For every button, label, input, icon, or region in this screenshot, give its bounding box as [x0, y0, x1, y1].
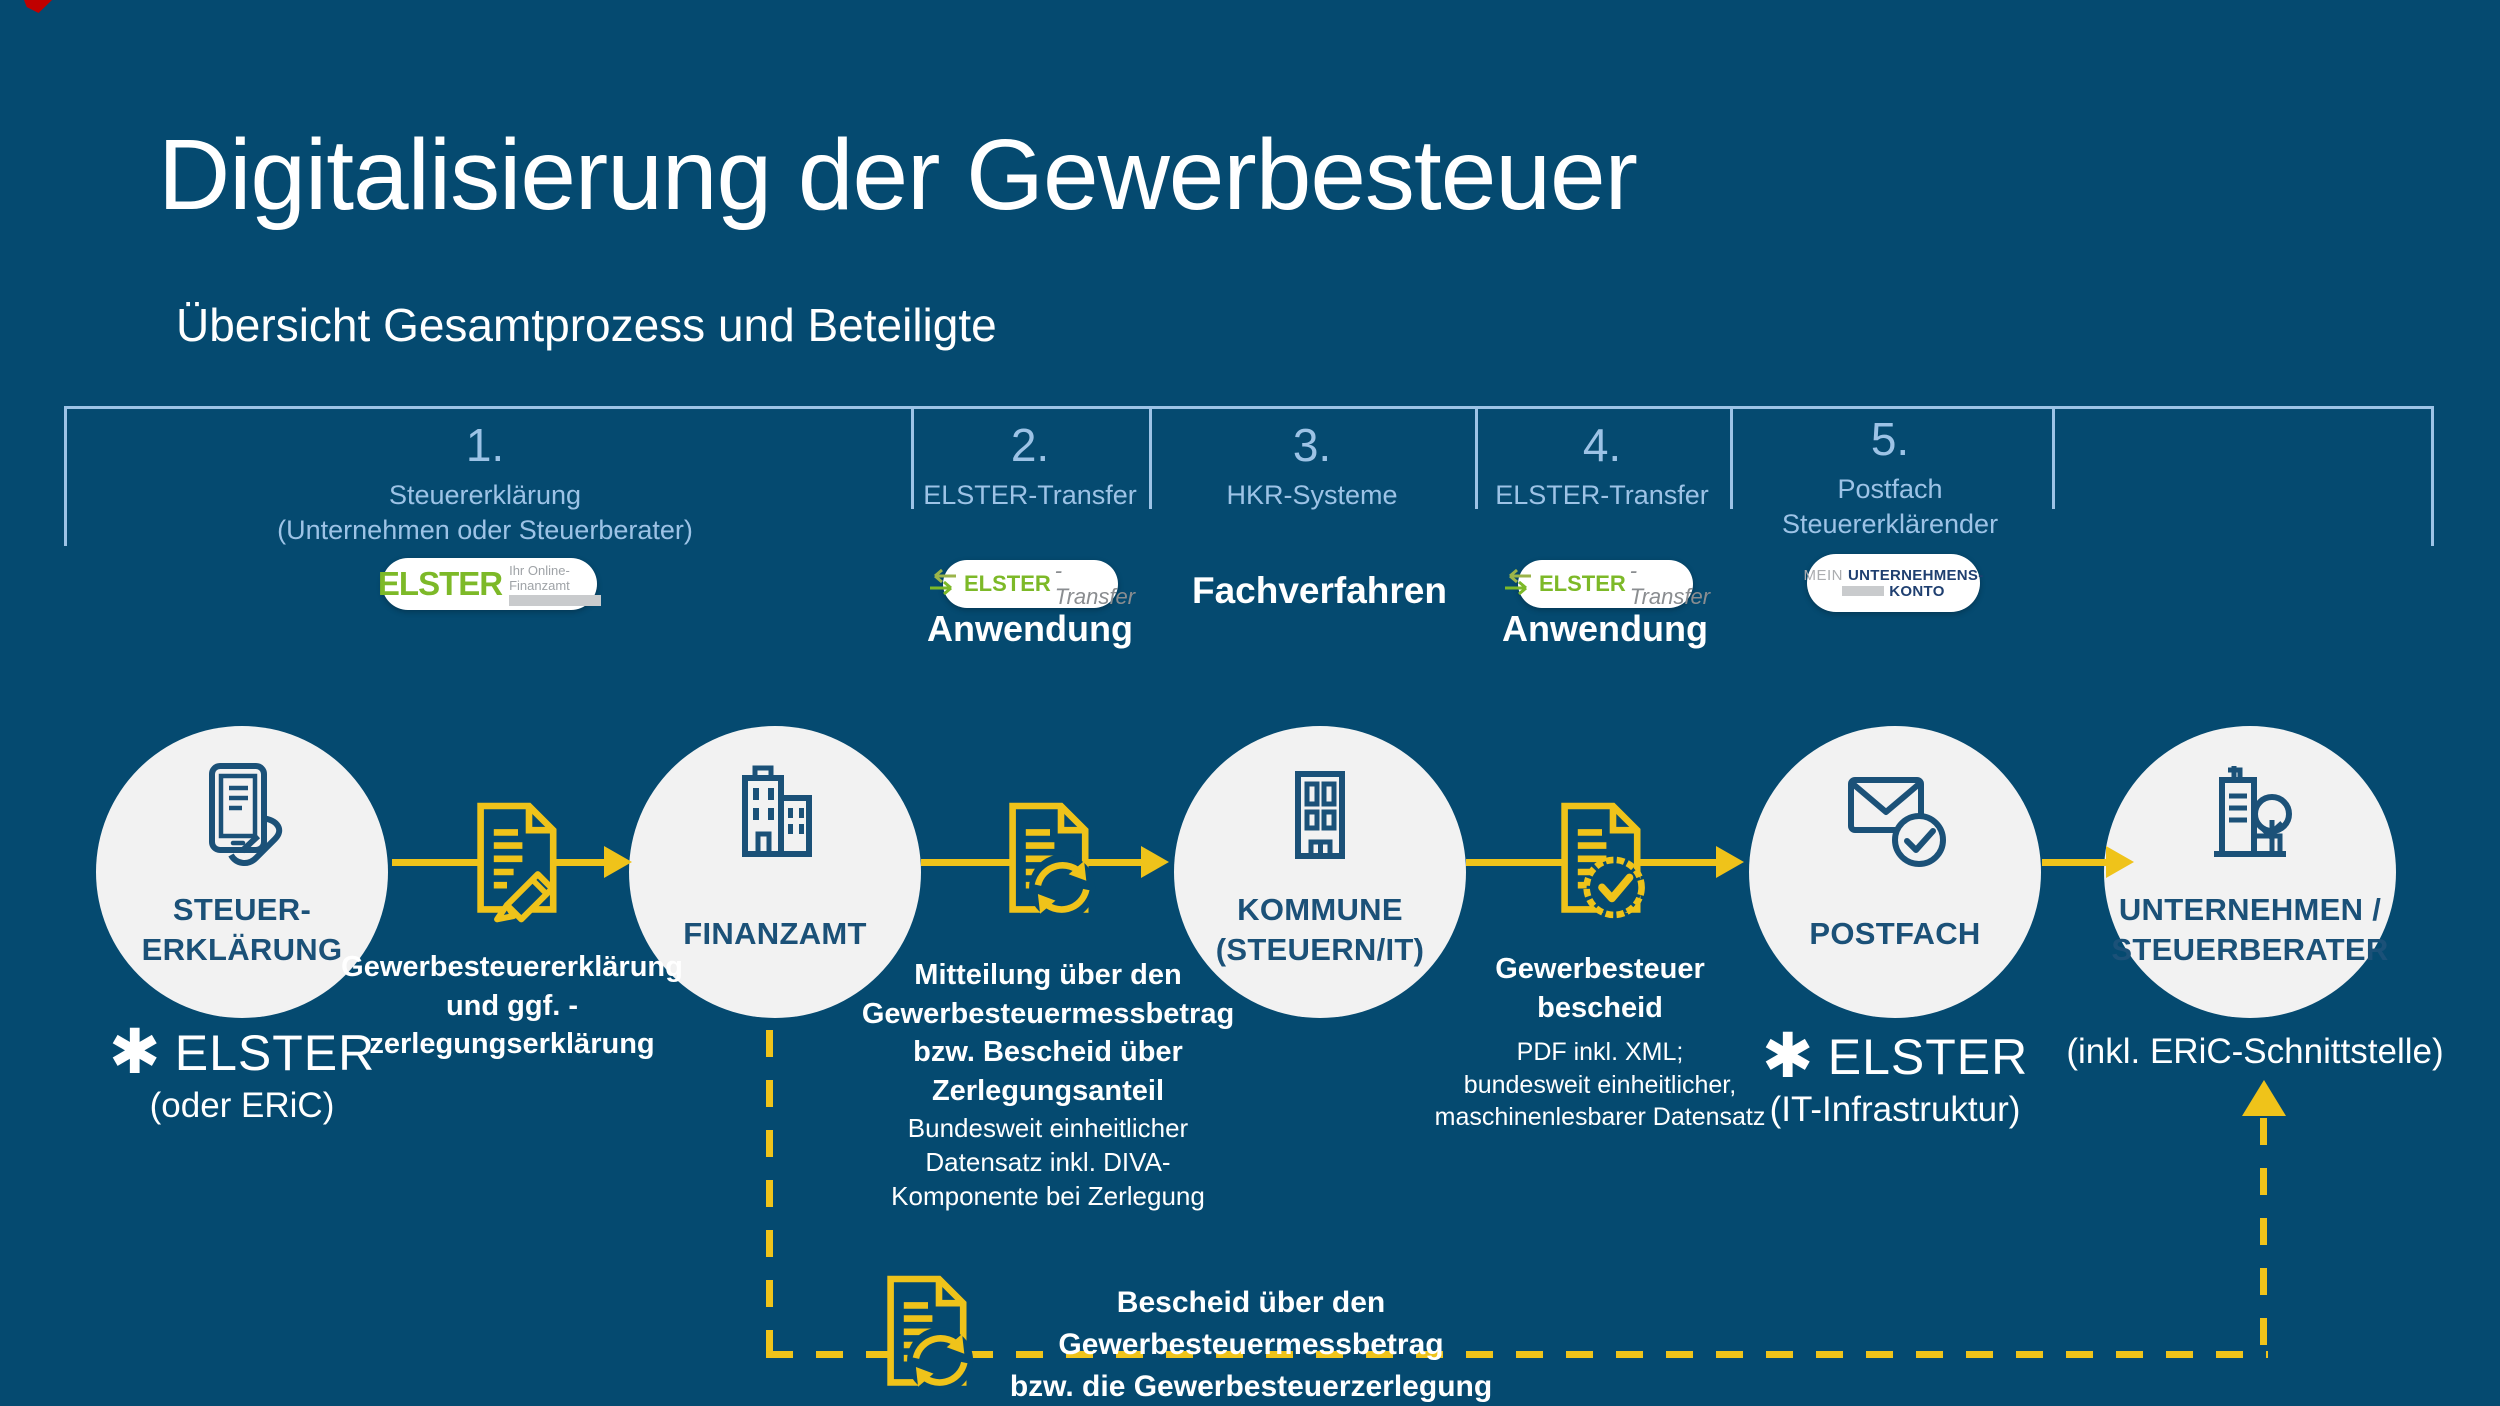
document-check-icon: [1536, 795, 1668, 927]
phase-number: 2.: [1010, 419, 1050, 471]
timeline-top-line: [64, 406, 2434, 409]
node-finanzamt: FINANZAMT: [629, 726, 921, 1018]
node-label: FINANZAMT: [683, 916, 867, 951]
elster-logo-text: ELSTER: [377, 565, 503, 602]
timeline-tick: [911, 406, 914, 509]
building-tree-icon: [2190, 756, 2310, 876]
node-label: UNTERNEHMEN / STEUERBERATER: [2111, 892, 2389, 967]
node-kommune: KOMMUNE (STEUERN/IT): [1174, 726, 1466, 1018]
node-label: KOMMUNE (STEUERN/IT): [1215, 892, 1425, 967]
node-label: POSTFACH: [1809, 916, 1981, 951]
timeline-tick: [1475, 406, 1478, 509]
mein-unternehmenskonto-logo: MEIN UNTERNEHMENS- KONTO: [1803, 554, 1983, 612]
timeline-tick: [2431, 406, 2434, 546]
anwendung-caption-2: Anwendung: [1502, 608, 1708, 649]
transfer-arrows-icon: [1501, 568, 1535, 600]
node-postfach: POSTFACH: [1749, 726, 2041, 1018]
node-label: STEUER- ERKLÄRUNG: [141, 892, 343, 967]
elster-transfer-logo-1: ELSTER -Transfer: [929, 558, 1135, 609]
elster-logo-bar: [509, 594, 602, 606]
elster-logo-tagline: Ihr Online-Finanzamt: [509, 562, 570, 593]
return-path-vertical-right: [2260, 1118, 2267, 1354]
document-pencil-icon: [452, 795, 584, 927]
elster-annotation-sub-1: (oder ERiC): [149, 1086, 335, 1125]
phase-number: 5.: [1870, 413, 1910, 465]
konto-logo-bar: [1842, 586, 1885, 596]
elster-annotation-2: ✱ ELSTER: [1745, 1026, 2045, 1088]
flow-label-erklaerung: Gewerbesteuererklärung und ggf. -zerlegu…: [341, 951, 683, 1061]
transfer-suffix: -Transfer: [1054, 558, 1136, 609]
phase-label: Steuererklärung (Unternehmen oder Steuer…: [277, 480, 693, 546]
return-flow-label: Bescheid über den Gewerbesteuermessbetra…: [1009, 1286, 1493, 1403]
timeline-phase-3: 3. HKR-Systeme: [1162, 418, 1462, 513]
node-steuererklaerung: STEUER- ERKLÄRUNG: [96, 726, 388, 1018]
node-unternehmen: UNTERNEHMEN / STEUERBERATER: [2104, 726, 2396, 1018]
elster-annotation-label: ELSTER: [174, 1025, 376, 1081]
phase-label: ELSTER-Transfer: [923, 480, 1137, 510]
building-icon: [1260, 756, 1380, 876]
asterisk-icon: ✱: [108, 1018, 161, 1087]
phase-label: Postfach Steuererklärender: [1781, 474, 1999, 540]
transfer-brand: ELSTER: [1538, 571, 1626, 596]
page-title: Digitalisierung der Gewerbesteuer: [158, 119, 1638, 231]
konto-line1: UNTERNEHMENS-: [1847, 566, 1984, 584]
transfer-brand: ELSTER: [963, 571, 1051, 596]
phase-number: 3.: [1292, 419, 1332, 471]
document-refresh-icon: [984, 795, 1116, 927]
flow-detail-bescheid: PDF inkl. XML; bundesweit einheitlicher,…: [1434, 1038, 1766, 1131]
flow-label-bescheid: Gewerbesteuer bescheid: [1495, 953, 1705, 1024]
document-refresh-icon: [862, 1268, 994, 1400]
arrow-right-icon: [2106, 846, 2134, 878]
eric-annotation: (inkl. ERiC-Schnittstelle): [2066, 1032, 2444, 1071]
buildings-icon: [715, 756, 835, 876]
envelope-check-icon: [1835, 756, 1955, 876]
transfer-arrows-icon: [926, 568, 960, 600]
phase-label: ELSTER-Transfer: [1495, 480, 1709, 510]
timeline-tick: [1149, 406, 1152, 509]
return-path-horizontal: [766, 1351, 2268, 1358]
flow-detail-mitteilung: Bundesweit einheitlicher Datensatz inkl.…: [891, 1113, 1205, 1211]
konto-prefix: MEIN: [1803, 566, 1843, 584]
konto-line2: KONTO: [1889, 582, 1945, 600]
phase-label: HKR-Systeme: [1226, 480, 1398, 510]
transfer-suffix: -Transfer: [1629, 558, 1711, 609]
return-path-vertical-left: [766, 1030, 773, 1356]
red-corner-artifact: [24, 0, 52, 13]
phase-number: 4.: [1582, 419, 1622, 471]
flow-label-mitteilung: Mitteilung über den Gewerbesteuermessbet…: [861, 959, 1235, 1107]
elster-logo: ELSTER Ihr Online-Finanzamt: [378, 558, 602, 610]
elster-annotation-label: ELSTER: [1827, 1029, 2029, 1085]
phase-number: 1.: [465, 419, 505, 471]
anwendung-caption-1: Anwendung: [927, 608, 1133, 649]
timeline-phase-5: 5. Postfach Steuererklärender: [1740, 412, 2040, 542]
timeline-phase-4: 4. ELSTER-Transfer: [1452, 418, 1752, 513]
timeline-tick: [2052, 406, 2055, 509]
asterisk-icon: ✱: [1761, 1022, 1814, 1091]
timeline-tick: [1730, 406, 1733, 509]
elster-logo-tagline-block: Ihr Online-Finanzamt: [509, 562, 602, 606]
arrow-up-icon: [2242, 1080, 2286, 1116]
elster-annotation-1: ✱ ELSTER: [92, 1022, 392, 1084]
tablet-hand-icon: [182, 756, 302, 876]
arrow-right-icon: [1716, 846, 1744, 878]
elster-transfer-logo-2: ELSTER -Transfer: [1504, 558, 1710, 609]
fachverfahren-label: Fachverfahren: [1192, 570, 1447, 611]
timeline-phase-2: 2. ELSTER-Transfer: [880, 418, 1180, 513]
elster-annotation-sub-2: (IT-Infrastruktur): [1769, 1090, 2021, 1129]
timeline-tick: [64, 406, 67, 546]
page-subtitle: Übersicht Gesamtprozess und Beteiligte: [176, 299, 997, 351]
arrow-right-icon: [604, 846, 632, 878]
timeline-phase-1: 1. Steuererklärung (Unternehmen oder Ste…: [185, 418, 785, 548]
arrow-right-icon: [1141, 846, 1169, 878]
flow-line: [2042, 859, 2108, 866]
